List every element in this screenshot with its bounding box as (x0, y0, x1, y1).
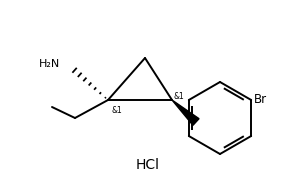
Text: H₂N: H₂N (39, 59, 61, 69)
Text: &1: &1 (111, 105, 122, 114)
Polygon shape (172, 100, 199, 125)
Text: HCl: HCl (136, 158, 160, 172)
Text: &1: &1 (174, 92, 185, 101)
Text: Br: Br (254, 93, 267, 105)
